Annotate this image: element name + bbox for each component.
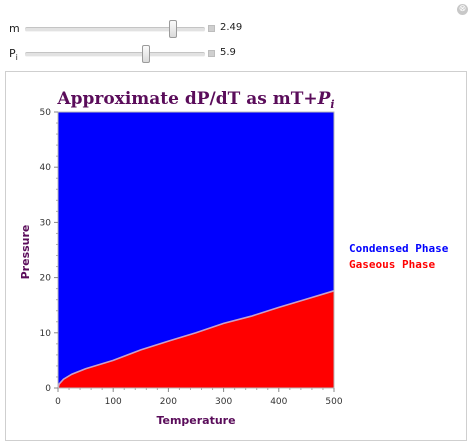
plot-frame [57, 111, 335, 389]
chart-title-main: Approximate dP/dT as mT+ [56, 89, 317, 109]
y-tick-label: 30 [40, 218, 52, 228]
x-axis-label: Temperature [156, 414, 235, 427]
phase-diagram-chart: 0 100 200 300 400 500 0 10 20 30 40 50 Approximate … [19, 89, 449, 427]
y-tick-label: 0 [45, 384, 51, 394]
m-slider-track[interactable] [25, 20, 205, 38]
x-tick-label: 300 [215, 397, 232, 407]
close-icon[interactable]: ⊗ [457, 4, 468, 15]
pi-slider-label-main: P [9, 47, 16, 60]
x-tick-label: 400 [270, 397, 287, 407]
m-slider-thumb[interactable] [168, 20, 177, 38]
m-slider-label: m [9, 22, 20, 35]
m-slider-expand-icon[interactable] [208, 25, 215, 32]
y-axis-label: Pressure [19, 225, 32, 280]
m-slider-value: 2.49 [220, 22, 243, 33]
pi-slider-expand-icon[interactable] [208, 50, 215, 57]
pi-slider-label: Pi [9, 47, 18, 62]
x-tick-label: 500 [325, 397, 342, 407]
x-tick-label: 200 [160, 397, 177, 407]
y-tick-label: 50 [40, 108, 52, 118]
legend-entry: Condensed Phase [349, 242, 449, 255]
pi-slider-label-sub: i [15, 53, 18, 63]
gaseous-region [58, 290, 334, 388]
chart-title: Approximate dP/dT as mT+Pi [56, 89, 334, 111]
y-tick-label: 20 [40, 274, 52, 284]
chart-title-var: P [317, 89, 332, 109]
axes: 0 100 200 300 400 500 0 10 20 30 40 50 [40, 108, 343, 407]
pi-slider-thumb[interactable] [141, 45, 150, 63]
legend-entry: Gaseous Phase [349, 258, 435, 271]
x-tick-label: 100 [105, 397, 122, 407]
y-tick-label: 10 [40, 329, 52, 339]
phase-boundary-curve [57, 290, 335, 389]
pi-slider-row: Pi 5.9 [0, 44, 300, 64]
m-slider-row: m 2.49 [0, 19, 300, 39]
y-tick-label: 40 [40, 163, 52, 173]
plot-panel: 0 100 200 300 400 500 0 10 20 30 40 50 Approximate … [5, 71, 467, 441]
chart-title-sub: i [330, 98, 334, 111]
pi-slider-track[interactable] [25, 45, 205, 63]
pi-slider-value: 5.9 [220, 47, 236, 58]
legend: Condensed Phase Gaseous Phase [349, 242, 449, 271]
x-tick-label: 0 [55, 397, 61, 407]
